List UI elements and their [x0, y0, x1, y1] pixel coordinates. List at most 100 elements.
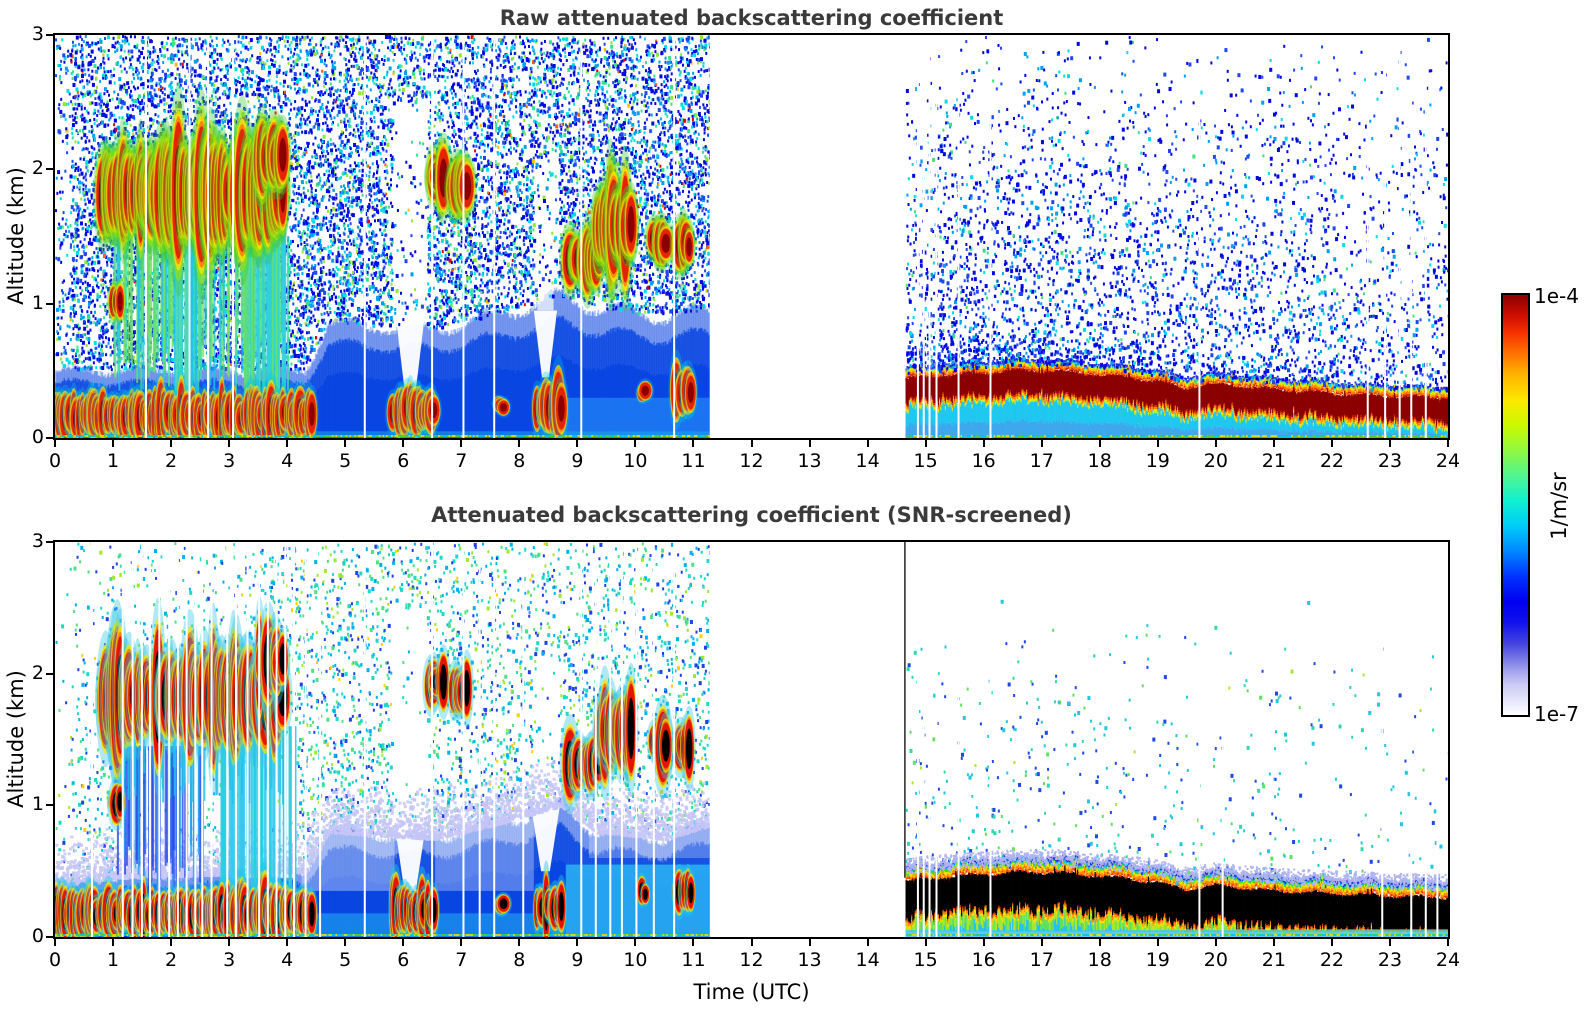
y-tickmark — [46, 936, 53, 938]
x-tick-label: 13 — [797, 450, 822, 472]
x-tickmark — [228, 440, 231, 447]
x-tick-label: 10 — [623, 949, 648, 971]
x-tick-label: 4 — [281, 949, 294, 971]
x-tick-label: 7 — [455, 450, 468, 472]
y-tickmark — [46, 672, 53, 675]
x-tick-label: 0 — [48, 450, 62, 472]
x-tick-label: 7 — [455, 949, 468, 971]
x-tick-label: 18 — [1087, 949, 1112, 971]
x-axis-label: Time (UTC) — [693, 980, 810, 1004]
x-tickmark — [808, 440, 811, 447]
panel-title-screened: Attenuated backscattering coefficient (S… — [431, 503, 1072, 527]
x-tickmark — [286, 939, 289, 946]
y-tick-label: 2 — [31, 157, 44, 180]
x-tickmark — [1272, 440, 1275, 447]
x-tickmark — [924, 440, 927, 447]
x-tick-label: 5 — [339, 450, 352, 472]
colorbar-max-label: 1e-4 — [1534, 284, 1579, 308]
x-tick-label: 2 — [165, 949, 178, 971]
y-tick-label: 3 — [31, 23, 44, 45]
x-tick-label: 15 — [913, 450, 938, 472]
x-tickmark — [576, 440, 579, 447]
heatmap-canvas-screened — [55, 542, 1448, 937]
x-tickmark — [402, 440, 405, 447]
x-tickmark — [1098, 440, 1101, 447]
x-tickmark — [112, 939, 115, 946]
x-tickmark — [692, 939, 695, 946]
x-tick-label: 2 — [165, 450, 178, 472]
y-tick-label: 2 — [31, 661, 44, 684]
x-tickmark — [750, 939, 753, 946]
y-tick-label: 1 — [31, 291, 44, 314]
x-tickmark — [54, 939, 56, 946]
x-tick-label: 17 — [1029, 949, 1054, 971]
x-tick-label: 21 — [1261, 949, 1286, 971]
x-tick-label: 10 — [623, 450, 648, 472]
x-tickmark — [1156, 939, 1159, 946]
x-tick-label: 13 — [797, 949, 822, 971]
colorbar-gradient — [1503, 295, 1528, 715]
x-tickmark — [344, 939, 347, 946]
colorbar-min-label: 1e-7 — [1534, 702, 1579, 726]
y-tick-label: 3 — [31, 530, 44, 552]
x-tick-label: 12 — [739, 450, 764, 472]
x-tick-label: 6 — [397, 949, 410, 971]
x-tick-label: 8 — [513, 450, 526, 472]
y-axis-label-bottom: Altitude (km) — [4, 670, 28, 808]
x-tickmark — [866, 440, 869, 447]
y-tickmark — [46, 541, 53, 543]
x-tickmark — [228, 939, 231, 946]
x-tick-label: 17 — [1029, 450, 1054, 472]
x-tick-label: 9 — [571, 949, 584, 971]
y-tickmark — [46, 437, 53, 439]
x-tick-label: 21 — [1261, 450, 1286, 472]
x-tick-label: 16 — [971, 949, 996, 971]
x-tickmark — [1330, 939, 1333, 946]
x-tick-label: 19 — [1145, 949, 1170, 971]
x-tickmark — [344, 440, 347, 447]
x-tickmark — [54, 440, 56, 447]
x-tickmark — [1214, 440, 1217, 447]
x-tick-label: 20 — [1203, 949, 1228, 971]
x-tickmark — [518, 440, 521, 447]
x-tickmark — [286, 440, 289, 447]
x-tick-label: 19 — [1145, 450, 1170, 472]
x-tickmark — [1040, 440, 1043, 447]
y-tick-label: 0 — [31, 925, 44, 947]
x-tick-label: 22 — [1319, 949, 1344, 971]
plot-frame-bottom — [53, 540, 1450, 939]
x-tickmark — [1447, 939, 1449, 946]
x-tick-label: 14 — [855, 450, 880, 472]
colorbar — [1501, 293, 1530, 717]
y-tickmark — [46, 302, 53, 305]
x-tickmark — [1330, 440, 1333, 447]
x-tickmark — [170, 440, 173, 447]
x-tick-label: 24 — [1435, 450, 1461, 472]
x-tick-label: 18 — [1087, 450, 1112, 472]
x-tickmark — [634, 440, 637, 447]
x-tickmark — [866, 939, 869, 946]
y-tickmark — [46, 34, 53, 36]
y-tickmark — [46, 168, 53, 171]
x-tickmark — [112, 440, 115, 447]
x-tickmark — [460, 440, 463, 447]
x-tickmark — [1156, 440, 1159, 447]
x-tick-label: 14 — [855, 949, 880, 971]
x-tickmark — [692, 440, 695, 447]
x-tick-label: 11 — [681, 450, 706, 472]
x-tickmark — [808, 939, 811, 946]
x-tick-label: 22 — [1319, 450, 1344, 472]
x-tick-label: 23 — [1377, 949, 1403, 971]
x-tickmark — [750, 440, 753, 447]
x-tickmark — [518, 939, 521, 946]
x-tickmark — [170, 939, 173, 946]
heatmap-canvas-raw — [55, 35, 1448, 438]
x-tick-label: 20 — [1203, 450, 1228, 472]
x-tickmark — [1447, 440, 1449, 447]
x-tickmark — [1098, 939, 1101, 946]
x-tickmark — [634, 939, 637, 946]
panel-title-raw: Raw attenuated backscattering coefficien… — [499, 6, 1004, 30]
y-tick-label: 0 — [31, 426, 44, 448]
x-tickmark — [982, 939, 985, 946]
